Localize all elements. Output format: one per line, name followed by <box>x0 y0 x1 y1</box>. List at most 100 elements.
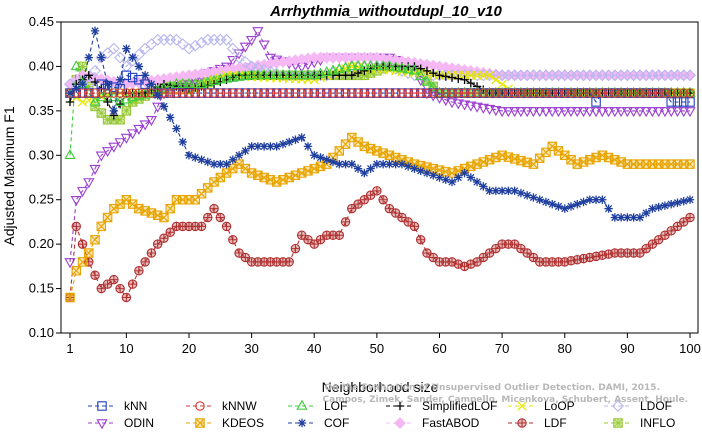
data-point-knnw <box>459 88 470 98</box>
data-point-odin <box>678 107 690 118</box>
data-point-ldf <box>484 248 495 258</box>
data-point-knnw <box>441 88 451 98</box>
data-point-odin <box>515 107 527 118</box>
data-point-lof <box>352 60 364 71</box>
legend-label-simplifiedlof: SimplifiedLOF <box>422 399 497 413</box>
data-point-odin <box>609 107 621 118</box>
data-point-knnw <box>534 88 545 98</box>
data-point-odin <box>252 27 264 38</box>
data-point-odin <box>152 102 164 113</box>
data-point-ldf <box>666 226 676 236</box>
data-point-odin <box>133 124 145 135</box>
data-point-knnw <box>347 88 357 98</box>
y-tick-label: 0.15 <box>29 281 54 296</box>
data-point-odin <box>627 107 640 118</box>
y-tick-label: 0.35 <box>29 103 54 118</box>
data-point-cof <box>234 151 244 160</box>
data-point-ldf <box>641 243 651 254</box>
data-point-simplifiedlof <box>441 72 450 81</box>
series-line-knn <box>70 74 690 103</box>
data-point-cof <box>541 197 551 207</box>
data-point-cof <box>222 159 231 169</box>
data-point-ldf <box>140 257 150 267</box>
data-point-cof <box>134 62 144 71</box>
data-point-cof <box>310 151 319 160</box>
data-point-knnw <box>428 88 438 98</box>
legend-label-odin: ODIN <box>124 416 154 430</box>
legend-item-lof: LOF <box>288 399 347 413</box>
data-point-ldf <box>146 248 157 258</box>
data-point-lof <box>327 64 339 75</box>
data-point-ldf <box>422 248 432 258</box>
data-point-ldf <box>516 243 526 254</box>
data-point-odin <box>496 107 508 118</box>
data-point-ldf <box>102 279 113 289</box>
data-point-cof <box>65 88 75 98</box>
data-point-knnw <box>653 88 664 98</box>
data-point-cof <box>497 186 507 196</box>
data-point-cof <box>510 186 519 196</box>
data-point-cof <box>303 142 313 151</box>
data-point-ldof <box>126 54 139 67</box>
data-point-cof <box>103 80 112 89</box>
data-point-ldf <box>315 234 326 245</box>
data-point-knnw <box>134 88 144 98</box>
y-tick-label: 0.25 <box>29 192 54 207</box>
x-tick-label: 90 <box>620 341 634 356</box>
legend-marker-ldf <box>517 418 527 428</box>
data-point-lof <box>333 63 345 74</box>
data-point-lof <box>396 62 408 73</box>
data-point-cof <box>435 173 444 182</box>
y-tick-label: 0.45 <box>29 14 54 29</box>
data-point-knnw <box>503 88 514 98</box>
data-point-odin <box>490 105 502 117</box>
data-point-ldof <box>684 69 696 82</box>
series-line-ldf <box>69 190 691 299</box>
data-point-knnw <box>228 88 238 98</box>
data-point-knnw <box>221 88 232 98</box>
data-point-lof <box>321 66 333 77</box>
data-point-ldof <box>114 51 127 64</box>
y-tick-label: 0.30 <box>29 147 54 162</box>
data-point-cof <box>90 26 100 36</box>
legend-marker-loop <box>517 401 527 411</box>
data-point-cof <box>341 159 350 169</box>
data-point-cof <box>322 155 331 164</box>
data-point-cof <box>673 198 682 207</box>
data-point-lof <box>308 68 320 80</box>
data-point-ldf <box>528 252 539 263</box>
data-point-knnw <box>196 88 207 98</box>
data-point-ldf <box>347 203 357 214</box>
data-point-knnw <box>234 88 244 98</box>
data-point-ldf <box>372 186 382 196</box>
legend-item-cof: COF <box>288 416 349 430</box>
legend-label-ldof: LDOF <box>640 399 672 413</box>
data-point-ldf <box>209 203 219 214</box>
data-point-cof <box>573 199 582 209</box>
data-point-lof <box>233 70 245 81</box>
data-point-odin <box>477 103 489 114</box>
data-point-knnw <box>121 88 132 98</box>
data-point-simplifiedlof <box>422 66 432 76</box>
data-point-simplifiedlof <box>360 66 369 76</box>
data-point-lof <box>252 68 264 80</box>
data-point-cof <box>197 155 206 164</box>
data-point-cof <box>685 195 695 204</box>
data-point-kdeos <box>96 221 107 232</box>
data-point-lof <box>214 73 226 84</box>
data-point-ldof <box>226 42 239 55</box>
x-tick-label: 70 <box>495 341 509 356</box>
data-point-lof <box>264 68 277 80</box>
x-tick-label: 50 <box>370 341 384 356</box>
data-point-cof <box>616 213 626 222</box>
data-point-cof <box>266 142 275 151</box>
data-point-cof <box>485 186 494 196</box>
data-point-knnw <box>547 88 557 98</box>
data-point-lof <box>277 68 289 80</box>
data-point-ldf <box>653 234 664 245</box>
data-point-cof <box>472 177 482 187</box>
legend-item-knn: kNN <box>88 399 147 413</box>
data-point-odin <box>671 107 684 118</box>
data-point-inflo <box>121 106 132 116</box>
data-point-knnw <box>77 88 88 98</box>
